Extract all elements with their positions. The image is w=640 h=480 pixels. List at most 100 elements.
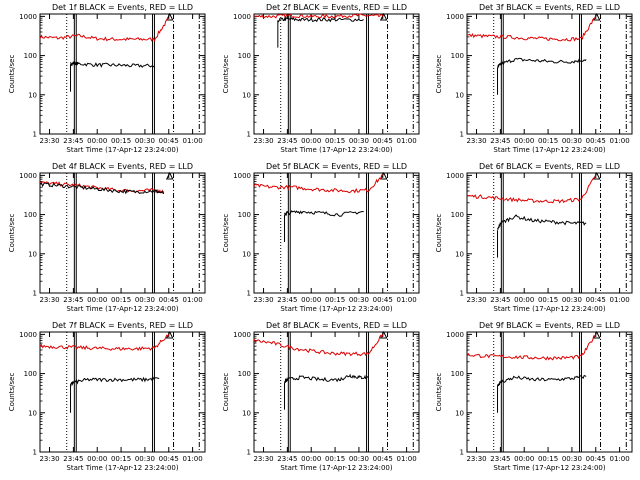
y-tick-label: 10 xyxy=(242,250,251,258)
panel-det-3: Det 3f BLACK = Events, RED = LLD 1 10 100 10… xyxy=(435,3,633,154)
y-tick-label: 10 xyxy=(28,91,37,99)
y-tick-label: 1 xyxy=(460,131,464,139)
y-tick-label: 100 xyxy=(24,211,37,219)
x-tick-label: 23:30 xyxy=(466,296,486,304)
panel-title: Det 2f BLACK = Events, RED = LLD xyxy=(266,3,407,12)
events-series-line xyxy=(70,376,160,389)
x-tick-label: 23:45 xyxy=(490,137,510,145)
flag-marker xyxy=(592,12,601,21)
y-tick-label: 1000 xyxy=(233,331,251,339)
plot-frame xyxy=(466,331,633,453)
x-tick-label: 01:00 xyxy=(397,455,417,463)
x-tick-label: 00:45 xyxy=(586,296,606,304)
y-axis-label: Counts/sec xyxy=(8,214,16,253)
x-tick-label: 00:15 xyxy=(325,455,345,463)
y-tick-label: 1000 xyxy=(446,172,464,180)
x-tick-label: 00:15 xyxy=(111,455,131,463)
panel-det-2: Det 2f BLACK = Events, RED = LLD 1 10 100 10… xyxy=(222,3,420,154)
y-tick-label: 100 xyxy=(238,211,251,219)
x-axis-label: Start Time (17-Apr-12 23:24:00) xyxy=(280,464,392,472)
events-series-line xyxy=(284,210,364,217)
panel-det-7: Det 7f BLACK = Events, RED = LLD 1 10 100 10… xyxy=(8,321,206,472)
y-axis-label: Counts/sec xyxy=(8,55,16,94)
x-tick-label: 01:00 xyxy=(397,296,417,304)
x-tick-label: 00:45 xyxy=(159,137,179,145)
x-tick-label: 00:45 xyxy=(586,455,606,463)
x-tick-label: 00:00 xyxy=(87,455,107,463)
x-axis-label: Start Time (17-Apr-12 23:24:00) xyxy=(66,146,178,154)
x-tick-label: 23:30 xyxy=(253,455,273,463)
y-axis-label: Counts/sec xyxy=(8,373,16,412)
x-tick-label: 00:00 xyxy=(514,137,534,145)
x-tick-label: 00:15 xyxy=(111,296,131,304)
y-tick-label: 100 xyxy=(451,370,464,378)
plot-frame xyxy=(466,13,633,135)
panel-det-9: Det 9f BLACK = Events, RED = LLD 1 10 100 10… xyxy=(435,321,633,472)
lld-series-line xyxy=(39,17,169,43)
x-tick-label: 00:15 xyxy=(538,137,558,145)
y-tick-label: 100 xyxy=(451,52,464,60)
x-tick-label: 00:15 xyxy=(111,137,131,145)
lld-series-line xyxy=(466,334,597,361)
x-tick-label: 23:45 xyxy=(277,137,297,145)
x-tick-label: 00:15 xyxy=(538,455,558,463)
x-tick-label: 00:30 xyxy=(349,455,369,463)
flag-marker xyxy=(165,330,174,339)
y-tick-label: 1000 xyxy=(19,331,37,339)
x-tick-label: 23:45 xyxy=(490,455,510,463)
x-tick-label: 23:45 xyxy=(277,296,297,304)
plot-frame xyxy=(39,331,206,453)
lld-series-line xyxy=(253,334,384,357)
y-tick-label: 1 xyxy=(247,449,251,457)
y-axis-label: Counts/sec xyxy=(435,55,443,94)
x-tick-label: 23:45 xyxy=(63,137,83,145)
flag-marker xyxy=(165,171,174,180)
x-axis-label: Start Time (17-Apr-12 23:24:00) xyxy=(66,305,178,313)
y-tick-label: 1000 xyxy=(233,172,251,180)
x-tick-label: 00:00 xyxy=(301,296,321,304)
x-tick-label: 00:00 xyxy=(514,455,534,463)
x-axis-label: Start Time (17-Apr-12 23:24:00) xyxy=(493,464,605,472)
plot-frame xyxy=(253,13,420,135)
lld-series-line xyxy=(253,174,383,194)
panel-title: Det 6f BLACK = Events, RED = LLD xyxy=(479,162,620,171)
x-tick-label: 23:30 xyxy=(253,137,273,145)
y-tick-label: 100 xyxy=(238,52,251,60)
x-tick-label: 00:45 xyxy=(373,137,393,145)
x-tick-label: 00:45 xyxy=(586,137,606,145)
panel-det-6: Det 6f BLACK = Events, RED = LLD 1 10 100 10… xyxy=(435,162,633,313)
y-tick-label: 100 xyxy=(451,211,464,219)
x-tick-label: 23:30 xyxy=(39,296,59,304)
y-tick-label: 10 xyxy=(242,409,251,417)
lld-series-line xyxy=(466,16,597,42)
x-tick-label: 00:45 xyxy=(373,455,393,463)
flag-marker xyxy=(592,330,601,339)
y-tick-label: 1000 xyxy=(446,331,464,339)
y-axis-label: Counts/sec xyxy=(222,373,230,412)
lld-series-line xyxy=(39,181,165,194)
events-series-line xyxy=(497,214,587,230)
events-series-line xyxy=(284,373,369,384)
x-tick-label: 00:15 xyxy=(538,296,558,304)
x-tick-label: 01:00 xyxy=(397,137,417,145)
x-axis-label: Start Time (17-Apr-12 23:24:00) xyxy=(66,464,178,472)
y-axis-label: Counts/sec xyxy=(222,214,230,253)
y-tick-label: 100 xyxy=(24,52,37,60)
y-axis-label: Counts/sec xyxy=(435,214,443,253)
x-tick-label: 00:15 xyxy=(325,296,345,304)
x-tick-label: 01:00 xyxy=(610,455,630,463)
x-tick-label: 23:45 xyxy=(277,455,297,463)
x-tick-label: 00:00 xyxy=(87,137,107,145)
y-tick-label: 10 xyxy=(242,91,251,99)
x-tick-label: 00:30 xyxy=(135,137,155,145)
x-tick-label: 00:30 xyxy=(135,296,155,304)
y-tick-label: 10 xyxy=(28,409,37,417)
lld-series-line xyxy=(253,13,384,19)
x-tick-label: 00:00 xyxy=(514,296,534,304)
plot-frame xyxy=(39,13,206,135)
panel-title: Det 5f BLACK = Events, RED = LLD xyxy=(266,162,407,171)
x-tick-label: 00:45 xyxy=(159,296,179,304)
y-tick-label: 10 xyxy=(455,409,464,417)
panel-det-1: Det 1f BLACK = Events, RED = LLD 1 10 100 10… xyxy=(8,3,206,154)
